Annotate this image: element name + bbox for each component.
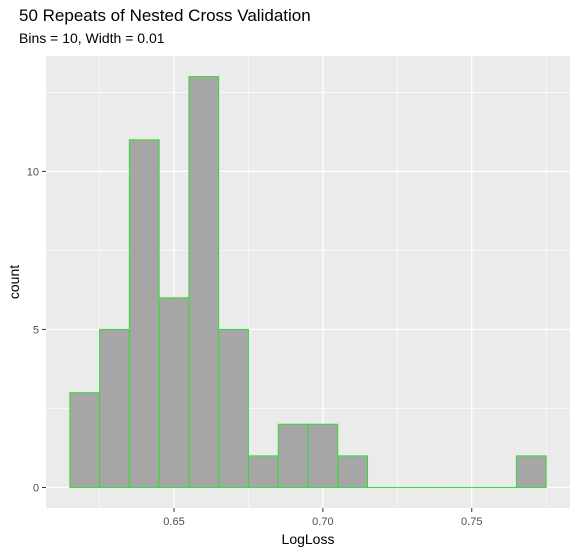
y-tick-label: 10 (27, 166, 39, 178)
y-tick-label: 5 (33, 324, 39, 336)
chart-subtitle: Bins = 10, Width = 0.01 (19, 30, 165, 46)
histogram-bar (307, 423, 339, 488)
histogram-bar (337, 455, 369, 488)
x-tick-label: 0.65 (163, 516, 184, 528)
histogram-bar (188, 76, 220, 488)
chart-title: 50 Repeats of Nested Cross Validation (19, 6, 311, 25)
grid-minor (46, 56, 570, 508)
histogram-bar (128, 139, 160, 488)
histogram-bar (99, 328, 130, 488)
x-tick-label: 0.75 (461, 516, 482, 528)
x-axis-title: LogLoss (282, 531, 335, 547)
histogram-bar (515, 455, 547, 488)
histogram-bar (218, 328, 249, 488)
x-tick-label: 0.70 (312, 516, 333, 528)
x-axis: 0.65 0.70 0.75 (163, 508, 482, 528)
histogram-bar (247, 455, 279, 488)
y-axis: 0 5 10 (27, 166, 46, 494)
histogram-bar (69, 392, 101, 488)
y-tick-label: 0 (33, 482, 39, 494)
histogram-bar (158, 297, 190, 488)
histogram-bar (277, 423, 309, 488)
y-axis-title: count (6, 265, 22, 299)
histogram-bars (69, 76, 547, 488)
